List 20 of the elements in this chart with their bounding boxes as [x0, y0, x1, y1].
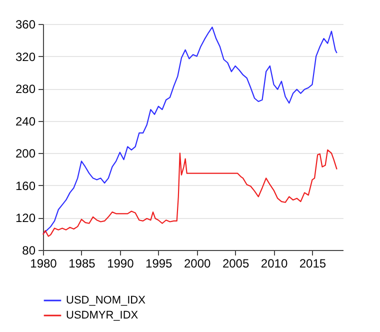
x-tick-label: 1980 [30, 256, 58, 270]
legend-label: USDMYR_IDX [66, 310, 139, 322]
y-tick-label: 360 [15, 18, 36, 32]
line-series [42, 26, 338, 234]
x-tick-label: 1985 [68, 256, 96, 270]
y-tick-label: 320 [15, 50, 36, 64]
y-tick-label: 80 [22, 244, 36, 258]
line-series [42, 149, 338, 237]
y-tick-label: 280 [15, 82, 36, 96]
x-tick-label: 2005 [222, 256, 250, 270]
y-tick-label: 200 [15, 146, 36, 161]
y-tick-label: 240 [15, 114, 36, 128]
x-tick-label: 1995 [146, 256, 173, 270]
y-tick-label: 120 [15, 211, 36, 226]
x-tick-label: 2000 [184, 256, 212, 270]
x-tick-label: 2015 [299, 256, 326, 270]
x-tick-label: 2010 [260, 256, 288, 270]
legend-label: USD_NOM_IDX [66, 294, 146, 306]
y-tick-label: 160 [15, 178, 36, 193]
x-tick-label: 1990 [107, 256, 134, 270]
